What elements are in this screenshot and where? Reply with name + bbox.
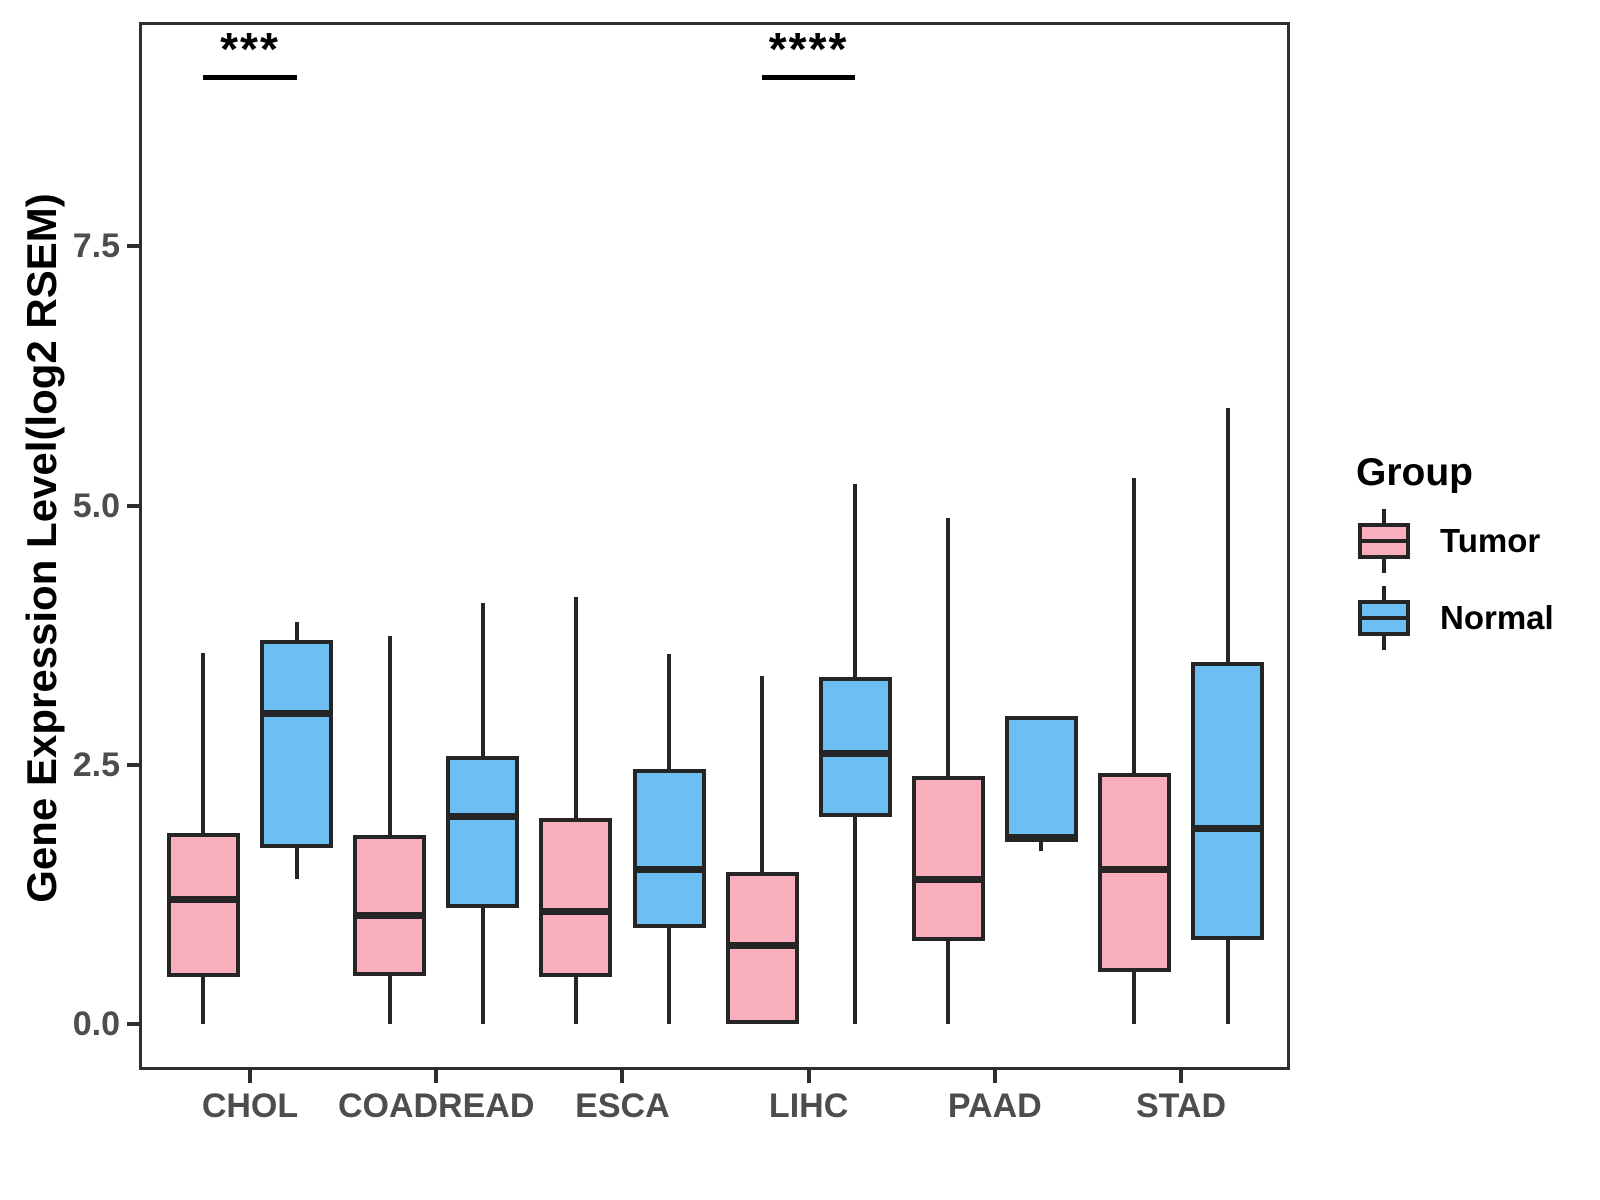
box-tumor-coadread bbox=[353, 835, 427, 976]
x-axis-tick bbox=[248, 1070, 252, 1083]
x-axis-tick-label-esca: ESCA bbox=[575, 1087, 670, 1125]
x-axis-tick-label-coadread: COADREAD bbox=[337, 1087, 535, 1125]
median-normal-coadread bbox=[446, 813, 520, 821]
box-normal-lihc bbox=[818, 676, 892, 817]
median-normal-esca bbox=[632, 866, 706, 874]
legend-label-tumor: Tumor bbox=[1440, 522, 1541, 559]
whisker-tumor-coadread bbox=[387, 636, 392, 1025]
x-axis-tick bbox=[434, 1070, 439, 1083]
box-tumor-paad bbox=[911, 776, 985, 942]
y-axis-tick bbox=[127, 1022, 139, 1027]
median-tumor-lihc bbox=[725, 941, 799, 949]
x-axis-tick bbox=[806, 1070, 811, 1083]
box-normal-paad bbox=[1004, 716, 1078, 842]
box-normal-esca bbox=[632, 769, 706, 928]
median-normal-chol bbox=[260, 709, 334, 717]
y-axis-tick-label: 7.5 bbox=[72, 227, 120, 266]
significance-bar-chol bbox=[203, 74, 297, 80]
median-normal-paad bbox=[1004, 834, 1078, 842]
x-axis-tick bbox=[992, 1070, 997, 1083]
y-axis-tick bbox=[127, 244, 139, 249]
whisker-tumor-esca bbox=[573, 596, 578, 1025]
y-axis-tick-label: 0.0 bbox=[72, 1005, 120, 1044]
median-tumor-coadread bbox=[353, 911, 427, 919]
whisker-tumor-paad bbox=[946, 517, 951, 1025]
x-axis-tick-label-chol: CHOL bbox=[201, 1087, 299, 1125]
x-axis-tick bbox=[620, 1070, 625, 1083]
boxplot-key-icon bbox=[1356, 586, 1412, 650]
significance-label-chol: *** bbox=[220, 22, 280, 75]
median-tumor-paad bbox=[911, 875, 985, 883]
whisker-tumor-lihc bbox=[760, 675, 764, 1025]
median-tumor-esca bbox=[539, 907, 613, 915]
plot-panel bbox=[139, 22, 1290, 1070]
y-axis-tick-label: 2.5 bbox=[72, 745, 120, 784]
key-median bbox=[1358, 539, 1410, 543]
legend-title: Group bbox=[1356, 451, 1473, 494]
legend-item-tumor: Tumor bbox=[1356, 509, 1596, 573]
box-normal-coadread bbox=[446, 755, 520, 909]
significance-label-lihc: **** bbox=[768, 22, 849, 75]
x-axis-tick-label-paad: PAAD bbox=[947, 1087, 1042, 1125]
box-normal-stad bbox=[1191, 662, 1265, 941]
x-axis-tick-label-lihc: LIHC bbox=[768, 1087, 849, 1125]
legend: Group Tumor Normal bbox=[1356, 450, 1596, 650]
key-median bbox=[1358, 616, 1410, 620]
y-axis-tick-label: 5.0 bbox=[72, 486, 120, 525]
legend-item-normal: Normal bbox=[1356, 586, 1596, 650]
median-tumor-stad bbox=[1097, 866, 1171, 874]
box-tumor-chol bbox=[166, 833, 240, 977]
y-axis-tick bbox=[127, 762, 139, 767]
legend-label-normal: Normal bbox=[1440, 599, 1554, 636]
significance-bar-lihc bbox=[762, 74, 856, 80]
box-tumor-esca bbox=[539, 817, 613, 977]
median-normal-stad bbox=[1191, 824, 1265, 832]
x-axis-tick bbox=[1179, 1070, 1183, 1083]
whisker-tumor-stad bbox=[1132, 477, 1137, 1025]
y-axis-tick bbox=[127, 503, 139, 508]
median-normal-lihc bbox=[818, 750, 892, 758]
x-axis-tick-label-stad: STAD bbox=[1135, 1087, 1227, 1125]
median-tumor-chol bbox=[166, 896, 240, 904]
box-normal-chol bbox=[260, 640, 334, 848]
boxplot-key-icon bbox=[1356, 509, 1412, 573]
legend-items: Tumor Normal bbox=[1356, 509, 1596, 650]
